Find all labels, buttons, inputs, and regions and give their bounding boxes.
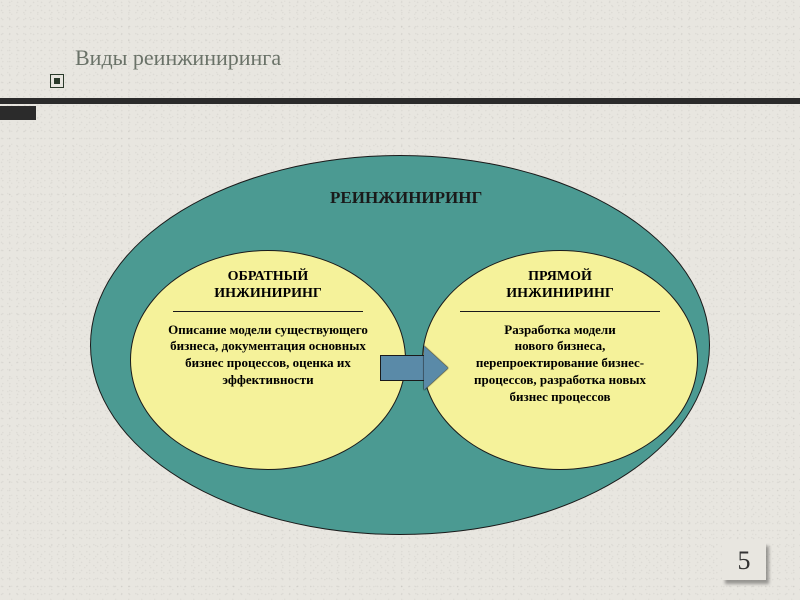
horizontal-rule-main: [0, 98, 800, 104]
left-bubble-title: ОБРАТНЫЙ ИНЖИНИРИНГ: [131, 269, 405, 303]
title-bullet-icon: [50, 74, 64, 88]
slide-title: Виды реинжиниринга: [75, 45, 281, 71]
left-bubble-description: Описание модели существующего бизнеса, д…: [131, 322, 405, 390]
right-ellipse-forward-engineering: ПРЯМОЙ ИНЖИНИРИНГ Разработка модели ново…: [422, 250, 698, 470]
page-number: 5: [738, 546, 751, 576]
left-bubble-divider: [173, 311, 363, 312]
right-bubble-title: ПРЯМОЙ ИНЖИНИРИНГ: [423, 269, 697, 303]
page-number-box: 5: [722, 542, 766, 580]
right-bubble-divider: [460, 311, 660, 312]
left-ellipse-reverse-engineering: ОБРАТНЫЙ ИНЖИНИРИНГ Описание модели суще…: [130, 250, 406, 470]
horizontal-rule-accent: [0, 106, 36, 120]
right-bubble-description: Разработка модели нового бизнеса, перепр…: [423, 322, 697, 406]
outer-ellipse-label: РЕИНЖИНИРИНГ: [330, 188, 482, 208]
